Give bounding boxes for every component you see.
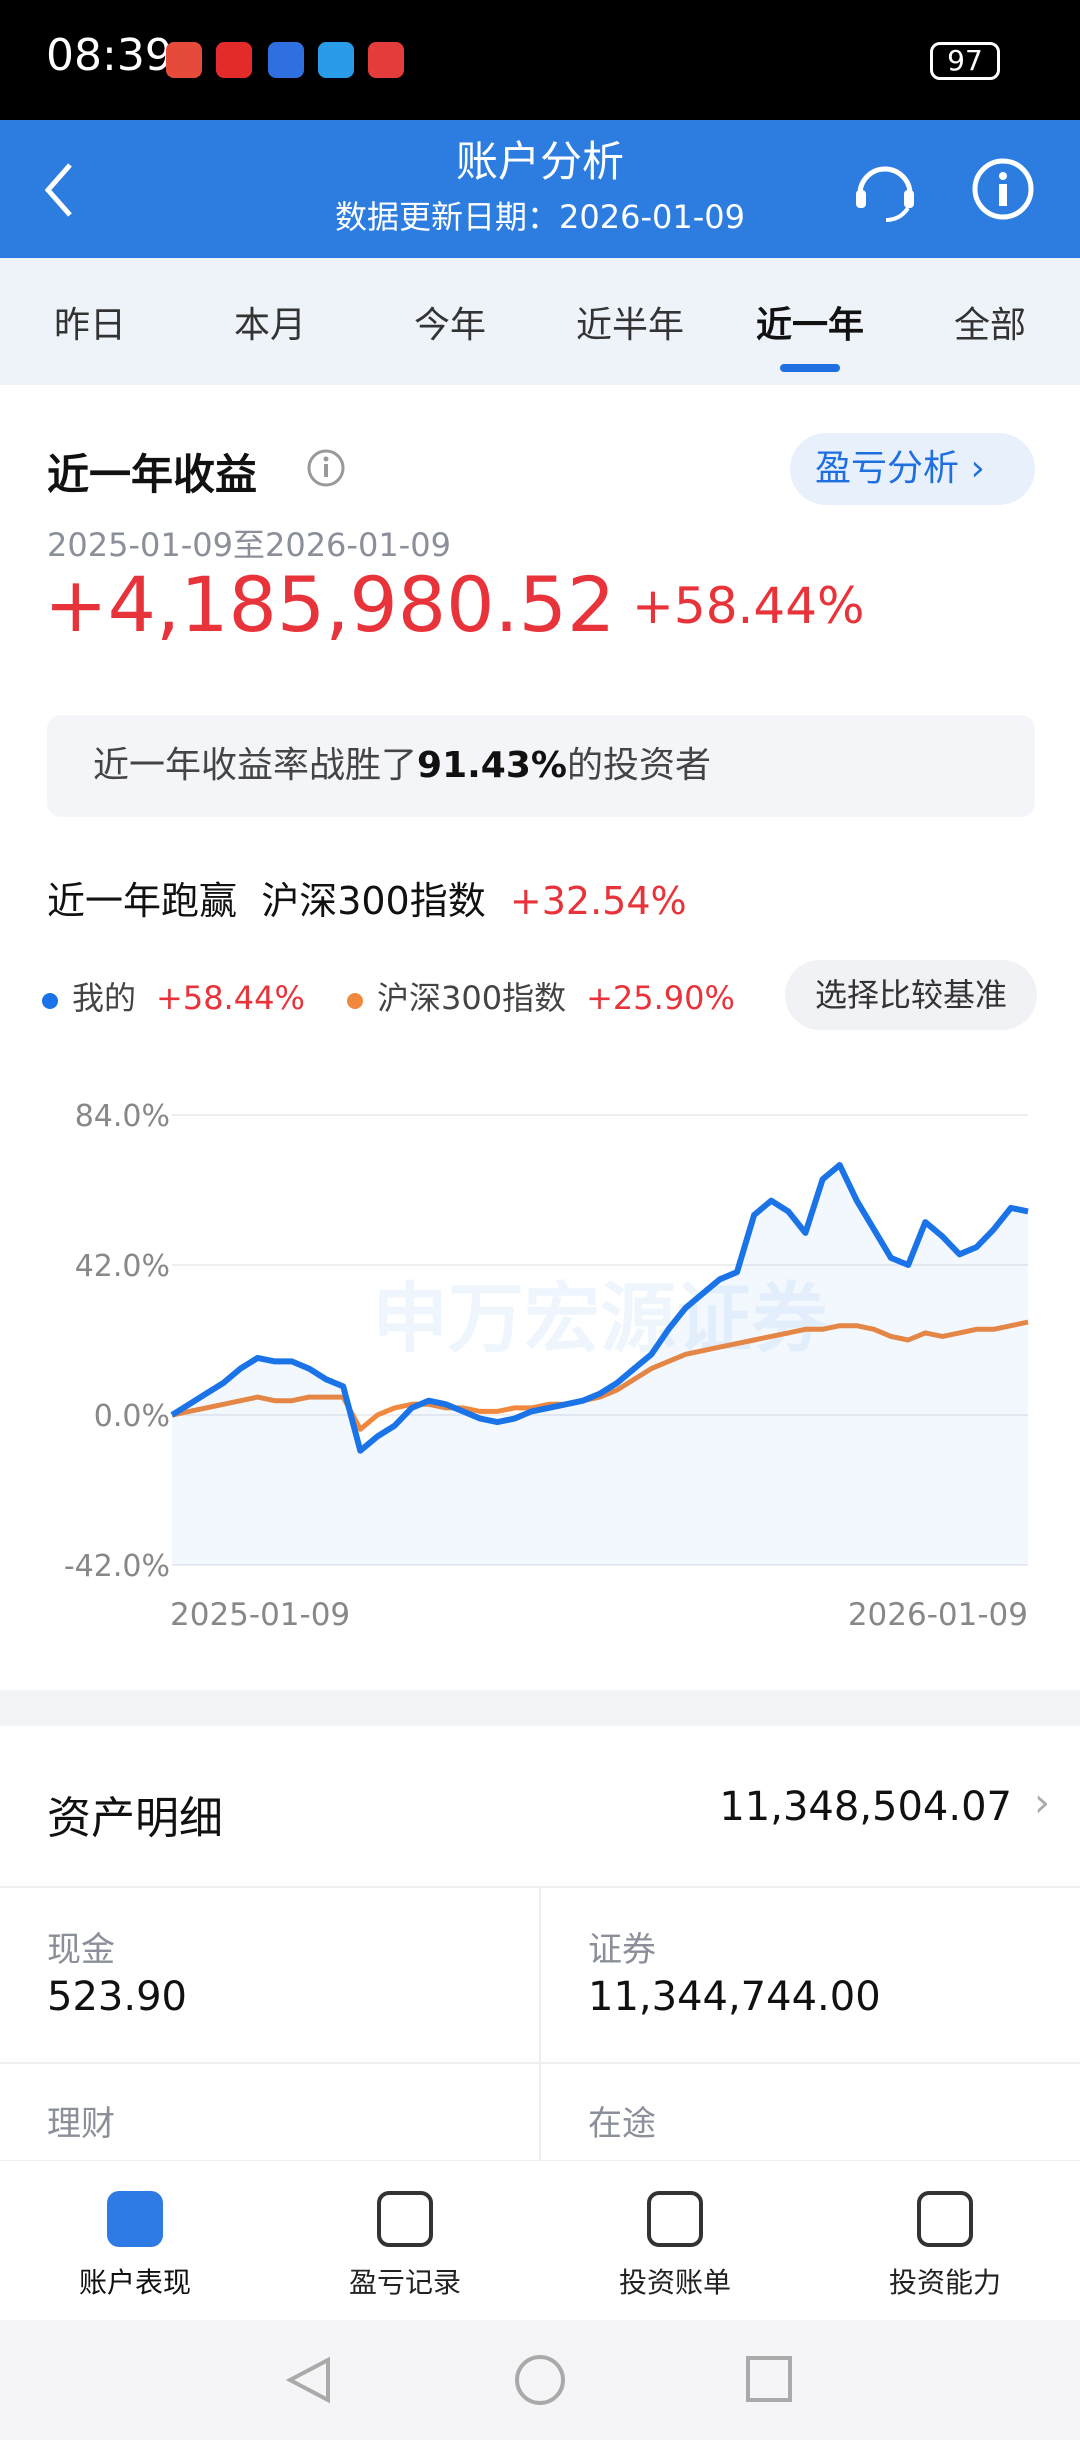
series-line <box>170 1162 1029 1454</box>
compare-line: 近一年跑赢 沪深300指数 +32.54% <box>47 870 687 925</box>
tab[interactable]: 全部 <box>953 305 1026 346</box>
divider <box>0 1886 1080 1888</box>
tab[interactable]: 昨日 <box>53 305 126 346</box>
asset-value: 11,344,744.00 <box>588 1974 881 2020</box>
chevron: › <box>1034 1780 1050 1826</box>
info-icon[interactable] <box>968 154 1038 224</box>
page-title: 账户分析 <box>455 137 624 186</box>
benchmark-button[interactable]: 选择比较基准 <box>785 960 1037 1030</box>
app-icon <box>166 42 202 78</box>
assets-title: 资产明细 <box>47 1793 223 1844</box>
x-tick-label: 2025-01-09 <box>170 1597 350 1633</box>
app-icon <box>318 42 354 78</box>
y-tick-label: 84.0% <box>75 1099 170 1134</box>
nav-icon[interactable] <box>647 2191 703 2247</box>
status-bar: 08:39 97 <box>0 0 1080 120</box>
asset-label: 在途 <box>588 2104 656 2144</box>
header: 账户分析 数据更新日期：2026-01-09 <box>0 120 1080 258</box>
bottom-nav: 账户表现 盈亏记录 投资账单 投资能力 <box>0 2160 1080 2320</box>
assets-section: 资产明细 11,348,504.07 › 现金 523.90 证券 11,344… <box>0 1726 1080 2160</box>
tab[interactable]: 近半年 <box>575 305 684 346</box>
x-tick-label: 2026-01-09 <box>848 1597 1028 1633</box>
tab[interactable]: 近一年 <box>755 305 864 346</box>
nav-label[interactable]: 盈亏记录 <box>348 2266 461 2299</box>
compare-value: +32.54% <box>509 879 687 923</box>
legend-item: 沪深300指数 +25.90% <box>347 973 735 1019</box>
back-button[interactable] <box>40 160 80 220</box>
nav-icon[interactable] <box>107 2191 163 2247</box>
update-date: 数据更新日期：2026-01-09 <box>335 198 745 236</box>
compare-index: 沪深300指数 <box>261 879 486 923</box>
system-buttons <box>285 2355 792 2405</box>
legend-name: 我的 <box>72 979 137 1017</box>
app-icon <box>368 42 404 78</box>
button-label: 盈亏分析 <box>815 448 960 489</box>
summary-title: 近一年收益 <box>47 450 258 499</box>
legend-dot <box>347 993 363 1009</box>
profit-rate: +58.44% <box>632 577 865 635</box>
recent-key[interactable] <box>746 2356 792 2402</box>
nav-label[interactable]: 投资能力 <box>888 2266 1001 2299</box>
banner-text: 的投资者 <box>566 745 711 786</box>
rank-banner: 近一年收益率战胜了91.43%的投资者 <box>47 715 1035 817</box>
profit-amount: +4,185,980.52 <box>44 560 616 649</box>
system-nav <box>0 2320 1080 2440</box>
service-icon[interactable] <box>850 154 920 224</box>
asset-label: 理财 <box>47 2104 115 2144</box>
app-icon <box>216 42 252 78</box>
series-line <box>171 1319 1029 1432</box>
clock: 08:39 <box>46 30 173 81</box>
y-tick-label: -42.0% <box>64 1549 170 1584</box>
legend-dot <box>42 993 58 1009</box>
tab[interactable]: 今年 <box>413 305 486 346</box>
assets-total[interactable]: 11,348,504.07 <box>719 1784 1012 1830</box>
period-tabs: 昨日 本月 今年 近半年 近一年 全部 <box>0 258 1080 385</box>
area <box>172 1165 1028 1565</box>
legend-value: +58.44% <box>156 979 305 1017</box>
nav-label[interactable]: 账户表现 <box>78 2266 191 2299</box>
y-tick-label: 0.0% <box>94 1399 170 1434</box>
battery: 97 <box>930 42 1000 80</box>
legend-name: 沪深300指数 <box>377 979 567 1017</box>
nav-label[interactable]: 投资账单 <box>618 2266 731 2299</box>
y-tick-label: 42.0% <box>75 1249 170 1284</box>
legend-item: 我的 +58.44% <box>42 973 305 1019</box>
pnl-analysis-button[interactable]: 盈亏分析 › <box>790 433 1035 505</box>
asset-label: 证券 <box>588 1930 656 1970</box>
tab-indicator <box>780 364 840 372</box>
nav-icon[interactable] <box>917 2191 973 2247</box>
chart: 申万宏源证券 84.0% 42.0% 0.0% -42.0%2025-01-09 2026… <box>64 1099 1029 1633</box>
tab[interactable]: 本月 <box>233 305 306 346</box>
compare-label: 近一年跑赢 <box>47 879 238 923</box>
watermark: 申万宏源证券 <box>372 1274 829 1363</box>
nav-icon[interactable] <box>377 2191 433 2247</box>
app-icon <box>268 42 304 78</box>
banner-highlight: 91.43% <box>417 745 567 786</box>
back-key[interactable] <box>285 2356 330 2404</box>
home-key[interactable] <box>515 2355 565 2405</box>
banner-text: 近一年收益率战胜了 <box>93 745 418 786</box>
divider <box>539 1888 541 2160</box>
summary-card: 近一年收益 盈亏分析 › 2025-01-09至2026-01-09 +4,18… <box>0 385 1080 1690</box>
period: 2025-01-09至2026-01-09 <box>47 526 451 564</box>
separator <box>0 1690 1080 1726</box>
asset-label: 现金 <box>47 1930 115 1970</box>
asset-value: 523.90 <box>47 1974 187 2020</box>
legend-value: +25.90% <box>586 979 735 1017</box>
help-icon[interactable] <box>305 447 347 489</box>
